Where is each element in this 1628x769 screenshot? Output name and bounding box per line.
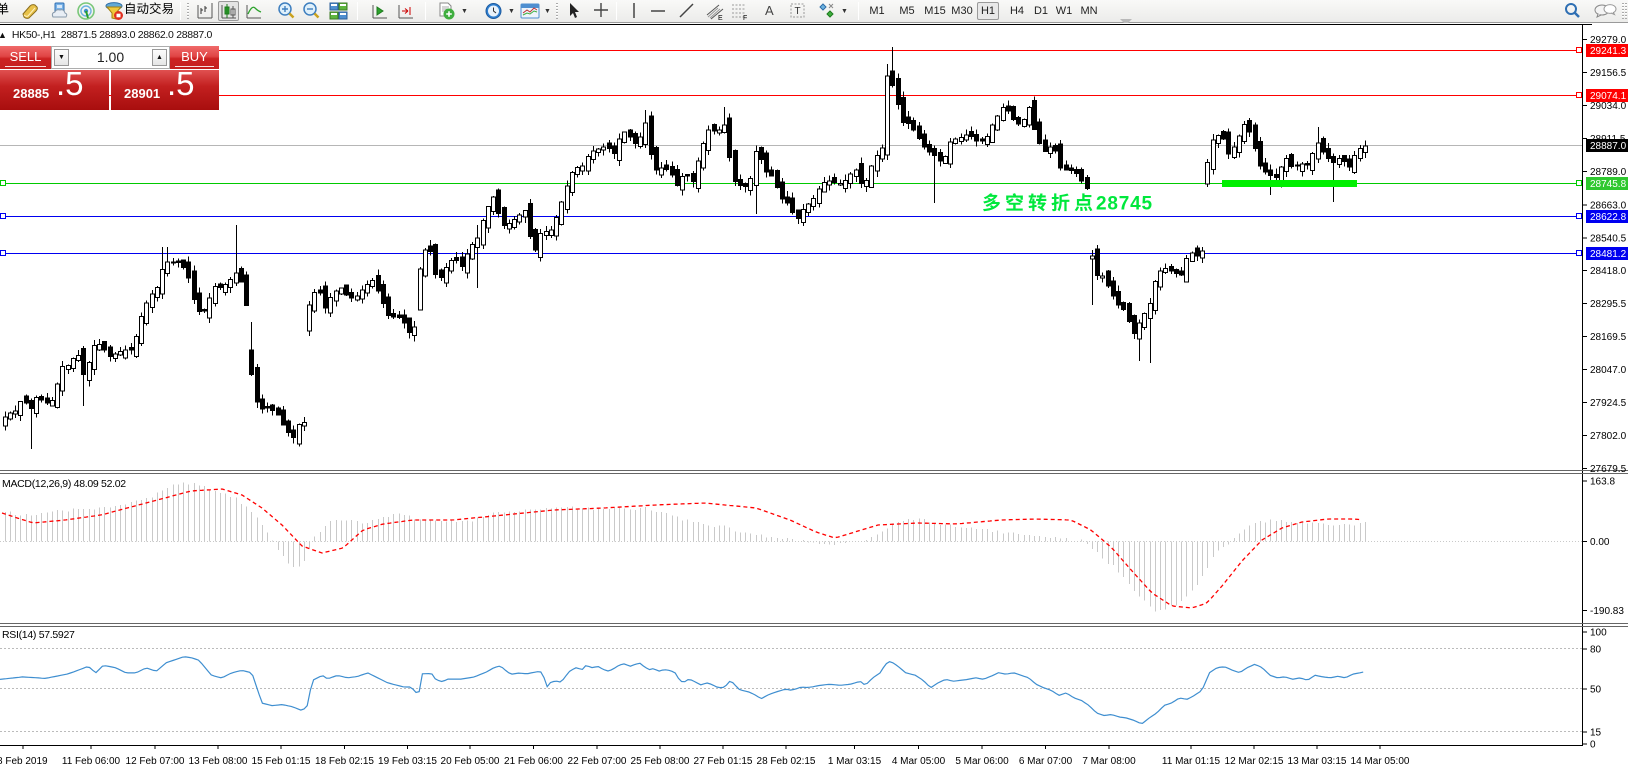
svg-text:29279.0: 29279.0 <box>1590 35 1627 46</box>
svg-text:MACD(12,26,9) 48.09 52.02: MACD(12,26,9) 48.09 52.02 <box>2 478 126 490</box>
svg-text:28745.8: 28745.8 <box>1590 179 1627 190</box>
svg-text:12 Feb 07:00: 12 Feb 07:00 <box>126 756 185 767</box>
svg-text:28047.0: 28047.0 <box>1590 365 1627 376</box>
svg-text:28622.8: 28622.8 <box>1590 212 1627 223</box>
svg-text:28481.2: 28481.2 <box>1590 249 1627 260</box>
svg-text:15 Feb 01:15: 15 Feb 01:15 <box>252 756 311 767</box>
svg-text:-190.83: -190.83 <box>1590 606 1624 617</box>
svg-text:T: T <box>795 6 801 17</box>
svg-text:28745: 28745 <box>1096 194 1153 215</box>
svg-text:13 Feb 08:00: 13 Feb 08:00 <box>189 756 248 767</box>
svg-text:18 Feb 02:15: 18 Feb 02:15 <box>315 756 374 767</box>
svg-text:0: 0 <box>1590 740 1596 751</box>
svg-text:28169.5: 28169.5 <box>1590 332 1627 343</box>
svg-text:E: E <box>718 15 723 21</box>
svg-text:29034.0: 29034.0 <box>1590 101 1627 112</box>
svg-text:11 Mar 01:15: 11 Mar 01:15 <box>1162 756 1221 767</box>
svg-text:25 Feb 08:00: 25 Feb 08:00 <box>631 756 690 767</box>
svg-text:100: 100 <box>1590 628 1607 639</box>
svg-text:1 Mar 03:15: 1 Mar 03:15 <box>828 756 882 767</box>
svg-text:27924.5: 27924.5 <box>1590 398 1627 409</box>
svg-text:29156.5: 29156.5 <box>1590 68 1627 79</box>
svg-text:28789.0: 28789.0 <box>1590 167 1627 178</box>
svg-text:29074.1: 29074.1 <box>1590 91 1627 102</box>
svg-text:RSI(14) 57.5927: RSI(14) 57.5927 <box>2 629 75 641</box>
svg-text:8 Feb 2019: 8 Feb 2019 <box>0 756 48 767</box>
svg-text:163.8: 163.8 <box>1590 477 1615 488</box>
svg-text:14 Mar 05:00: 14 Mar 05:00 <box>1351 756 1410 767</box>
svg-text:22 Feb 07:00: 22 Feb 07:00 <box>568 756 627 767</box>
svg-text:0.00: 0.00 <box>1590 537 1610 548</box>
svg-text:28418.0: 28418.0 <box>1590 266 1627 277</box>
svg-text:F: F <box>743 15 747 21</box>
svg-text:12 Mar 02:15: 12 Mar 02:15 <box>1225 756 1284 767</box>
svg-text:28 Feb 02:15: 28 Feb 02:15 <box>757 756 816 767</box>
svg-text:11 Feb 06:00: 11 Feb 06:00 <box>62 756 121 767</box>
svg-text:28295.5: 28295.5 <box>1590 299 1627 310</box>
svg-text:28540.5: 28540.5 <box>1590 233 1627 244</box>
svg-text:27 Feb 01:15: 27 Feb 01:15 <box>694 756 753 767</box>
svg-text:19 Feb 03:15: 19 Feb 03:15 <box>378 756 437 767</box>
svg-text:21 Feb 06:00: 21 Feb 06:00 <box>504 756 563 767</box>
svg-text:4 Mar 05:00: 4 Mar 05:00 <box>892 756 946 767</box>
svg-text:20 Feb 05:00: 20 Feb 05:00 <box>441 756 500 767</box>
svg-text:6 Mar 07:00: 6 Mar 07:00 <box>1019 756 1073 767</box>
svg-text:27802.0: 27802.0 <box>1590 431 1627 442</box>
svg-text:13 Mar 03:15: 13 Mar 03:15 <box>1288 756 1347 767</box>
svg-text:29241.3: 29241.3 <box>1590 46 1627 57</box>
svg-text:5 Mar 06:00: 5 Mar 06:00 <box>955 756 1009 767</box>
svg-text:50: 50 <box>1590 685 1602 696</box>
svg-text:28663.0: 28663.0 <box>1590 201 1627 212</box>
svg-text:7 Mar 08:00: 7 Mar 08:00 <box>1082 756 1136 767</box>
svg-text:27679.5: 27679.5 <box>1590 464 1627 475</box>
svg-text:80: 80 <box>1590 645 1602 656</box>
svg-text:15: 15 <box>1590 728 1602 739</box>
svg-text:28887.0: 28887.0 <box>1590 141 1627 152</box>
